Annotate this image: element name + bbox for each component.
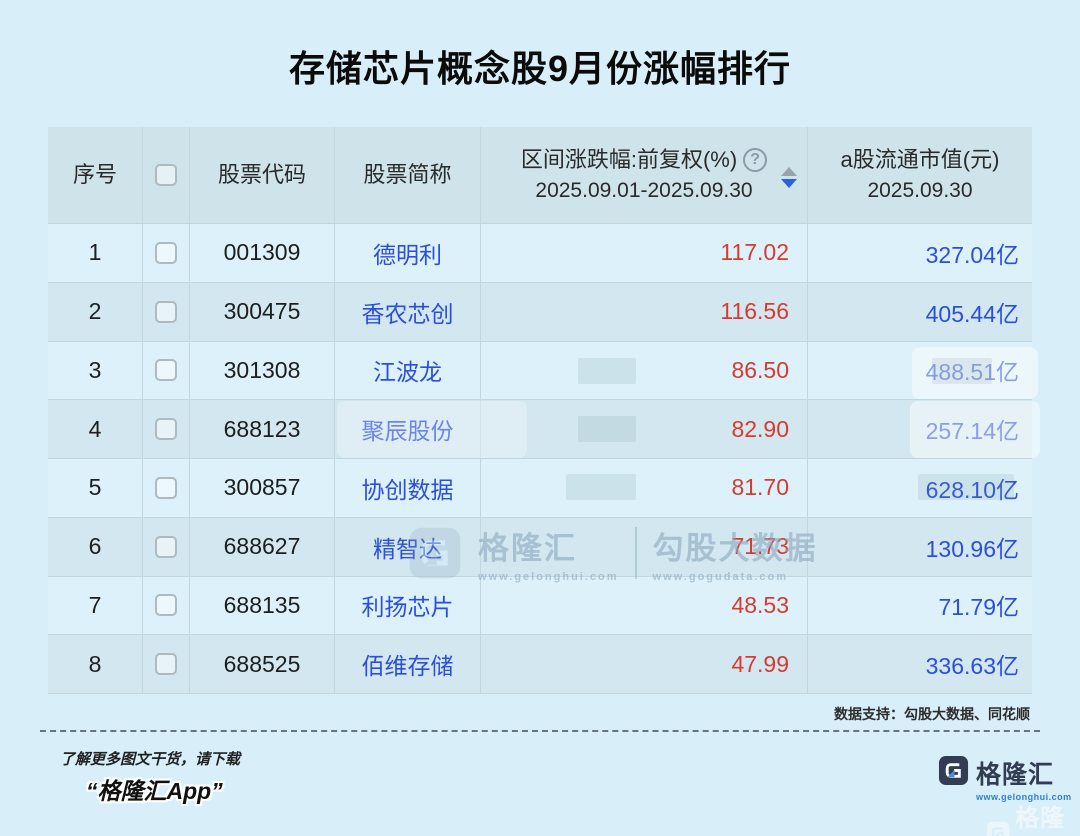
rank-cell: 3 — [48, 341, 143, 401]
sort-desc-icon — [781, 179, 797, 188]
stock-name-link[interactable]: 佰维存储 — [335, 635, 481, 694]
footer-brand-name: 格隆汇 — [976, 761, 1055, 789]
row-checkbox[interactable] — [155, 359, 177, 382]
checkbox-cell — [143, 282, 190, 342]
header-market-cap-date: 2025.09.30 — [867, 178, 973, 202]
stock-name-link[interactable]: 江波龙 — [335, 341, 481, 401]
market-cap-value: 327.04亿 — [808, 224, 1032, 283]
checkbox-cell — [143, 224, 190, 283]
table-row: 8 688525 佰维存储 47.99 336.63亿 — [48, 635, 1032, 694]
stock-code: 688525 — [190, 635, 335, 694]
gelonghui-logo-icon — [986, 821, 1010, 836]
header-market-cap-label: a股流通市值(元) — [840, 146, 1000, 172]
corner-watermark: 格隆汇 — [986, 798, 1080, 836]
rank-cell: 5 — [48, 459, 143, 518]
row-checkbox[interactable] — [155, 535, 177, 558]
row-checkbox[interactable] — [155, 241, 177, 264]
rank-cell: 2 — [48, 282, 143, 342]
market-cap-value: 257.14亿 — [808, 400, 1032, 459]
select-all-checkbox[interactable] — [155, 164, 177, 186]
sort-control[interactable] — [781, 167, 797, 188]
table-row: 3 301308 江波龙 86.50 488.51亿 — [48, 341, 1032, 401]
stock-code: 301308 — [190, 341, 335, 401]
table-row: 1 001309 德明利 117.02 327.04亿 — [48, 224, 1032, 283]
stock-code: 001309 — [190, 224, 335, 283]
table-row: 2 300475 香农芯创 116.56 405.44亿 — [48, 282, 1032, 342]
header-change: 区间涨跌幅:前复权(%) ? 2025.09.01-2025.09.30 — [481, 127, 808, 224]
change-value: 82.90 — [481, 400, 808, 459]
change-value: 117.02 — [481, 224, 808, 283]
change-value: 86.50 — [481, 341, 808, 401]
stock-name-link[interactable]: 香农芯创 — [335, 282, 481, 342]
sort-asc-icon — [781, 167, 797, 176]
header-change-daterange: 2025.09.01-2025.09.30 — [535, 178, 753, 202]
row-checkbox[interactable] — [155, 418, 177, 441]
stock-code: 688627 — [190, 517, 335, 577]
footer-brand-logo: 格隆汇 www.gelonghui.com — [938, 755, 1072, 802]
change-value: 48.53 — [481, 576, 808, 636]
change-value: 47.99 — [481, 635, 808, 694]
change-value: 81.70 — [481, 459, 808, 518]
change-value: 71.73 — [481, 517, 808, 577]
row-checkbox[interactable] — [155, 476, 177, 499]
stocks-table: 序号 股票代码 股票简称 区间涨跌幅:前复权(%) ? 2025.09.01-2… — [48, 127, 1032, 694]
row-checkbox[interactable] — [155, 300, 177, 323]
rank-cell: 1 — [48, 224, 143, 283]
stock-name-link[interactable]: 德明利 — [335, 224, 481, 283]
checkbox-cell — [143, 576, 190, 636]
stock-code: 688123 — [190, 400, 335, 459]
corner-watermark-text: 格隆汇 — [1015, 805, 1066, 832]
row-checkbox[interactable] — [155, 653, 177, 676]
market-cap-value: 130.96亿 — [808, 518, 1032, 577]
divider-dashed — [40, 730, 1040, 732]
stock-name-link[interactable]: 精智达 — [335, 517, 481, 577]
header-change-label: 区间涨跌幅:前复权(%) — [520, 146, 738, 172]
rank-cell: 4 — [48, 400, 143, 459]
checkbox-cell — [143, 400, 190, 459]
stock-name-link[interactable]: 协创数据 — [335, 459, 481, 518]
market-cap-value: 71.79亿 — [808, 577, 1032, 636]
page-title: 存储芯片概念股9月份涨幅排行 — [288, 48, 792, 89]
stock-name-link[interactable]: 利扬芯片 — [335, 576, 481, 636]
footer-promo-text: 了解更多图文干货，请下载 — [60, 751, 241, 768]
checkbox-cell — [143, 459, 190, 518]
header-market-cap: a股流通市值(元) 2025.09.30 — [808, 127, 1032, 224]
header-stock-name: 股票简称 — [335, 127, 481, 224]
table-header-row: 序号 股票代码 股票简称 区间涨跌幅:前复权(%) ? 2025.09.01-2… — [48, 127, 1032, 224]
row-checkbox[interactable] — [155, 594, 177, 617]
rank-cell: 7 — [48, 576, 143, 636]
table-row: 5 300857 协创数据 81.70 628.10亿 — [48, 459, 1032, 518]
header-stock-code: 股票代码 — [190, 127, 335, 224]
footer-app-name: “格隆汇App” — [86, 778, 223, 804]
market-cap-value: 628.10亿 — [808, 459, 1032, 518]
checkbox-cell — [143, 635, 190, 694]
table-row: 7 688135 利扬芯片 48.53 71.79亿 — [48, 576, 1032, 636]
change-value: 116.56 — [481, 282, 808, 342]
checkbox-cell — [143, 341, 190, 401]
market-cap-value: 405.44亿 — [808, 283, 1032, 342]
stock-code: 688135 — [190, 576, 335, 636]
footer-brand-url: www.gelonghui.com — [976, 792, 1072, 802]
stock-code: 300475 — [190, 282, 335, 342]
rank-cell: 6 — [48, 517, 143, 577]
header-index: 序号 — [48, 127, 143, 224]
gelonghui-logo-icon — [938, 755, 969, 786]
checkbox-cell — [143, 517, 190, 577]
header-checkbox-cell — [143, 127, 190, 224]
help-icon[interactable]: ? — [743, 147, 768, 172]
market-cap-value: 336.63亿 — [808, 635, 1032, 694]
stock-code: 300857 — [190, 459, 335, 518]
rank-cell: 8 — [48, 635, 143, 694]
data-support-note: 数据支持：勾股大数据、同花顺 — [834, 706, 1030, 722]
table-row: 4 688123 聚辰股份 82.90 257.14亿 — [48, 400, 1032, 459]
market-cap-value: 488.51亿 — [808, 342, 1032, 401]
stock-name-link[interactable]: 聚辰股份 — [335, 400, 481, 459]
table-row: 6 688627 精智达 71.73 130.96亿 — [48, 517, 1032, 577]
